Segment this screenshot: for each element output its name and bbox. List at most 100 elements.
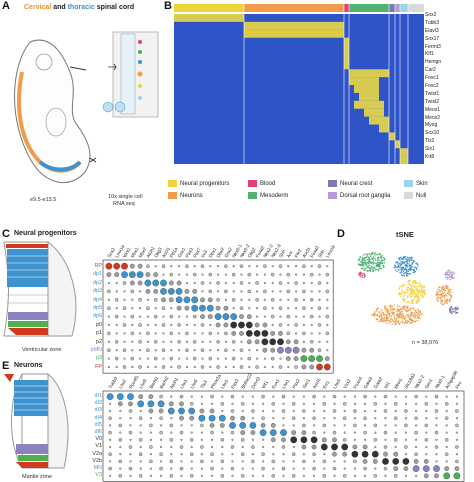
tsne-point — [412, 308, 415, 310]
tsne-point — [398, 258, 401, 261]
dot — [245, 330, 253, 337]
tsne-point — [366, 259, 369, 261]
dot — [139, 349, 142, 352]
tsne-point — [401, 292, 403, 295]
mantle-schematic — [4, 372, 69, 469]
tsne-point — [401, 310, 403, 313]
tsne-point — [412, 292, 415, 294]
dot — [169, 474, 174, 478]
dot — [294, 323, 298, 327]
tsne-point — [397, 268, 400, 271]
dot — [118, 474, 123, 478]
dot — [230, 313, 238, 320]
gene-label: Msx1 — [130, 246, 140, 258]
dot — [261, 466, 265, 471]
tsne-point — [372, 256, 375, 258]
tsne-point — [410, 287, 412, 290]
dot — [159, 416, 163, 420]
tsne-point — [406, 301, 409, 303]
tsne-point — [383, 313, 385, 315]
dot — [175, 296, 183, 304]
dot — [291, 402, 296, 406]
tsne-point — [378, 310, 381, 313]
tsne-point — [382, 265, 385, 268]
dot — [282, 402, 285, 405]
dot — [128, 466, 133, 471]
tsne-point — [441, 294, 443, 296]
tsne-point — [401, 317, 404, 320]
gene-label: Shh — [278, 249, 287, 259]
dot — [300, 355, 308, 362]
tsne-point — [402, 257, 405, 259]
tsne-point — [389, 305, 392, 307]
dot — [107, 323, 110, 327]
embryo-illustration — [14, 31, 159, 183]
tsne-point — [359, 256, 362, 258]
tsne-point — [451, 276, 453, 278]
dot — [185, 273, 188, 276]
gene-label: Ascl1 — [312, 377, 322, 390]
dot — [394, 445, 397, 449]
dot — [256, 307, 259, 310]
tsne-point — [417, 316, 419, 318]
tsne-point — [380, 319, 383, 322]
tsne-point — [409, 322, 411, 324]
tsne-point — [415, 286, 417, 288]
tsne-point — [393, 315, 395, 317]
dot — [322, 459, 327, 464]
dot — [384, 438, 387, 441]
dot — [129, 474, 132, 477]
tsne-point — [391, 323, 393, 325]
tsne-point — [453, 273, 455, 275]
cell-count: n = 38,976 — [412, 340, 439, 346]
dot — [130, 289, 135, 294]
tsne-point — [417, 312, 419, 314]
dot — [445, 431, 448, 434]
dot — [393, 416, 398, 420]
tsne-point — [388, 305, 391, 308]
gene-label: Tlx3 — [199, 379, 208, 389]
tsne-point — [384, 257, 386, 260]
dot — [240, 357, 243, 360]
dot — [219, 423, 225, 428]
dot — [131, 298, 134, 301]
tsne-point — [369, 262, 371, 264]
tsne-point — [419, 317, 421, 320]
dot — [284, 346, 292, 354]
tsne-point — [407, 269, 410, 271]
tsne-point — [363, 274, 366, 276]
tsne-point — [397, 314, 399, 316]
tsne-point — [364, 260, 366, 262]
dot — [231, 438, 234, 441]
tsne-point — [403, 284, 405, 286]
legend-swatch — [328, 192, 337, 199]
tsne-point — [391, 308, 394, 310]
dot — [129, 438, 132, 441]
heatmap-gene-tlx2: Tlx2 — [425, 138, 435, 145]
tsne-point — [376, 308, 379, 310]
dot — [310, 307, 313, 310]
tsne-point — [383, 259, 385, 261]
dot — [404, 409, 408, 413]
dot — [270, 314, 275, 319]
gene-label: Olig3 — [153, 246, 163, 258]
dot — [109, 474, 112, 477]
tsne-point — [411, 307, 413, 309]
dot — [352, 444, 358, 450]
dot — [221, 409, 224, 413]
tsne-point — [446, 285, 449, 287]
dot — [216, 281, 220, 285]
tsne-point — [400, 316, 403, 318]
tsne-point — [370, 255, 372, 258]
dot — [190, 424, 193, 427]
dot — [263, 357, 266, 360]
tsne-point — [440, 286, 443, 289]
tsne-point — [413, 285, 415, 287]
dot — [107, 365, 110, 369]
tsne-point — [439, 298, 441, 300]
tsne-point — [436, 299, 439, 301]
tsne-point — [411, 292, 413, 295]
dot — [425, 409, 428, 413]
tsne-point — [410, 266, 413, 268]
tsne-point — [373, 315, 375, 317]
